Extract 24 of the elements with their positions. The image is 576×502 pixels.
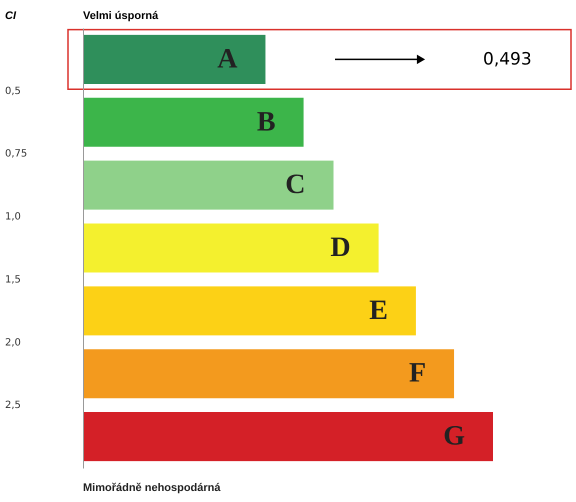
y-tick-label: E: [369, 294, 388, 326]
text: CI: [5, 10, 17, 22]
y-tick-label: G: [443, 420, 466, 452]
chart-title: Velmi úsporná: [83, 10, 160, 22]
y-tick-label: D: [330, 232, 351, 263]
bar: [83, 286, 416, 336]
bar: [83, 349, 454, 398]
text: 0,75: [5, 148, 28, 160]
text: 2,0: [5, 337, 21, 348]
annotation: 0,493: [483, 49, 532, 70]
text: 2,5: [5, 400, 21, 412]
bar: [83, 98, 304, 147]
text: 1,0: [5, 212, 21, 223]
text: 1,5: [5, 274, 21, 286]
y-tick-label: C: [285, 169, 306, 200]
y-tick-label: F: [408, 358, 426, 389]
bar: [83, 160, 334, 210]
text: 0,5: [5, 86, 21, 97]
text: Mimořádně nehospodárná: [83, 482, 222, 494]
y-tick-label: B: [256, 106, 276, 138]
y-tick-label: A: [217, 43, 238, 74]
bar: [83, 412, 493, 462]
bar: [83, 223, 379, 273]
bar: [83, 34, 266, 84]
